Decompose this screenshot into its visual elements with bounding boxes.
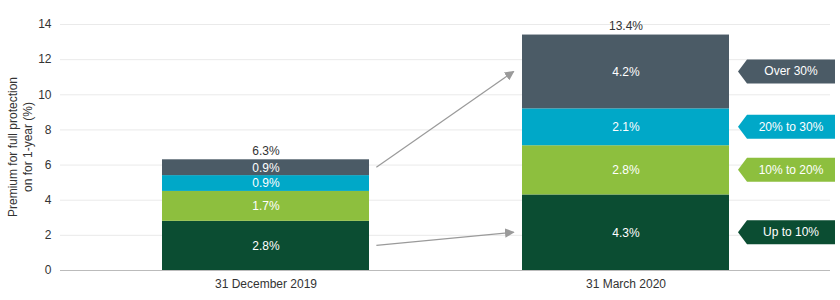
svg-text:6: 6: [45, 158, 52, 172]
svg-text:on for 1-year (%): on for 1-year (%): [21, 102, 35, 192]
svg-text:2.1%: 2.1%: [612, 120, 640, 134]
svg-text:Over 30%: Over 30%: [764, 64, 818, 78]
svg-text:31 March 2020: 31 March 2020: [586, 277, 666, 291]
svg-text:0.9%: 0.9%: [252, 161, 280, 175]
svg-text:Premium for full protection: Premium for full protection: [6, 77, 20, 217]
svg-text:0: 0: [45, 263, 52, 277]
svg-text:0.9%: 0.9%: [252, 176, 280, 190]
svg-text:14: 14: [38, 17, 52, 31]
svg-text:12: 12: [38, 52, 52, 66]
svg-text:2: 2: [45, 228, 52, 242]
svg-text:4: 4: [45, 193, 52, 207]
svg-text:2.8%: 2.8%: [252, 239, 280, 253]
svg-text:10% to 20%: 10% to 20%: [759, 163, 824, 177]
svg-text:13.4%: 13.4%: [609, 19, 643, 33]
svg-text:4.2%: 4.2%: [612, 65, 640, 79]
svg-text:10: 10: [38, 88, 52, 102]
svg-text:31 December 2019: 31 December 2019: [215, 277, 317, 291]
svg-text:8: 8: [45, 123, 52, 137]
svg-text:2.8%: 2.8%: [612, 163, 640, 177]
svg-text:1.7%: 1.7%: [252, 199, 280, 213]
svg-text:Up to 10%: Up to 10%: [763, 225, 819, 239]
svg-text:6.3%: 6.3%: [252, 144, 280, 158]
svg-text:20% to 30%: 20% to 30%: [759, 120, 824, 134]
svg-text:4.3%: 4.3%: [612, 226, 640, 240]
